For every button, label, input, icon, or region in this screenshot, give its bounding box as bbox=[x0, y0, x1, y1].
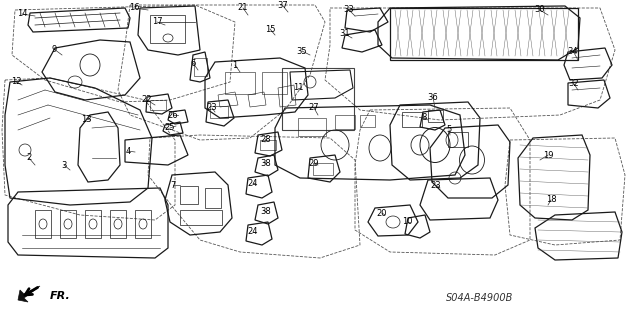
Text: 30: 30 bbox=[534, 5, 545, 14]
Text: 26: 26 bbox=[168, 110, 179, 120]
Bar bbox=[335, 115, 355, 129]
Bar bbox=[180, 210, 222, 225]
Text: 5: 5 bbox=[446, 125, 452, 135]
Text: 11: 11 bbox=[292, 84, 303, 93]
Text: 35: 35 bbox=[297, 47, 307, 56]
Text: 28: 28 bbox=[260, 135, 271, 144]
Bar bbox=[35, 210, 51, 238]
Bar bbox=[194, 58, 207, 76]
Text: 8: 8 bbox=[421, 114, 427, 122]
Text: 9: 9 bbox=[51, 44, 56, 54]
Bar bbox=[262, 72, 287, 94]
Bar bbox=[298, 118, 326, 136]
Bar bbox=[135, 210, 151, 238]
Text: S04A-B4900B: S04A-B4900B bbox=[446, 293, 514, 303]
Text: 24: 24 bbox=[248, 179, 259, 188]
Text: 31: 31 bbox=[340, 29, 350, 39]
Text: 3: 3 bbox=[61, 160, 67, 169]
Text: 1: 1 bbox=[232, 61, 237, 70]
Text: 4: 4 bbox=[125, 146, 131, 155]
Bar bbox=[110, 210, 126, 238]
Text: 20: 20 bbox=[377, 209, 387, 218]
Text: 32: 32 bbox=[569, 79, 579, 88]
Text: 29: 29 bbox=[308, 160, 319, 168]
Text: 17: 17 bbox=[152, 18, 163, 26]
Text: 16: 16 bbox=[129, 4, 140, 12]
Bar bbox=[180, 186, 198, 204]
Text: 37: 37 bbox=[278, 2, 289, 11]
Polygon shape bbox=[18, 286, 40, 302]
Text: 24: 24 bbox=[248, 227, 259, 236]
Text: 6: 6 bbox=[190, 58, 196, 68]
Text: 22: 22 bbox=[141, 95, 152, 105]
Text: 34: 34 bbox=[568, 47, 579, 56]
Bar bbox=[260, 140, 276, 150]
Text: 19: 19 bbox=[543, 151, 553, 160]
Bar bbox=[210, 106, 228, 118]
Text: 18: 18 bbox=[546, 196, 556, 204]
Bar bbox=[360, 115, 375, 127]
Bar bbox=[60, 210, 76, 238]
Text: 21: 21 bbox=[237, 4, 248, 12]
Text: 23: 23 bbox=[431, 181, 442, 189]
Text: 38: 38 bbox=[260, 207, 271, 217]
Text: FR.: FR. bbox=[50, 291, 71, 301]
Bar bbox=[402, 112, 422, 127]
Text: 12: 12 bbox=[11, 78, 21, 86]
Text: 15: 15 bbox=[265, 25, 275, 33]
Bar bbox=[150, 15, 185, 43]
Text: 23: 23 bbox=[207, 103, 218, 113]
Text: 27: 27 bbox=[308, 103, 319, 113]
Text: 36: 36 bbox=[428, 93, 438, 101]
Text: 13: 13 bbox=[81, 115, 92, 123]
Bar bbox=[85, 210, 101, 238]
Text: 2: 2 bbox=[26, 153, 31, 162]
Text: 25: 25 bbox=[164, 123, 175, 132]
Text: 7: 7 bbox=[170, 181, 176, 189]
Text: 33: 33 bbox=[344, 5, 355, 14]
Bar bbox=[225, 72, 255, 94]
Text: 14: 14 bbox=[17, 10, 28, 19]
Bar bbox=[150, 100, 166, 110]
Bar bbox=[448, 132, 468, 147]
Bar bbox=[390, 8, 578, 60]
Bar bbox=[313, 163, 333, 175]
Bar bbox=[428, 110, 443, 122]
Bar bbox=[282, 68, 354, 130]
Text: 10: 10 bbox=[402, 218, 412, 226]
Text: 38: 38 bbox=[260, 159, 271, 167]
Bar bbox=[205, 188, 221, 208]
